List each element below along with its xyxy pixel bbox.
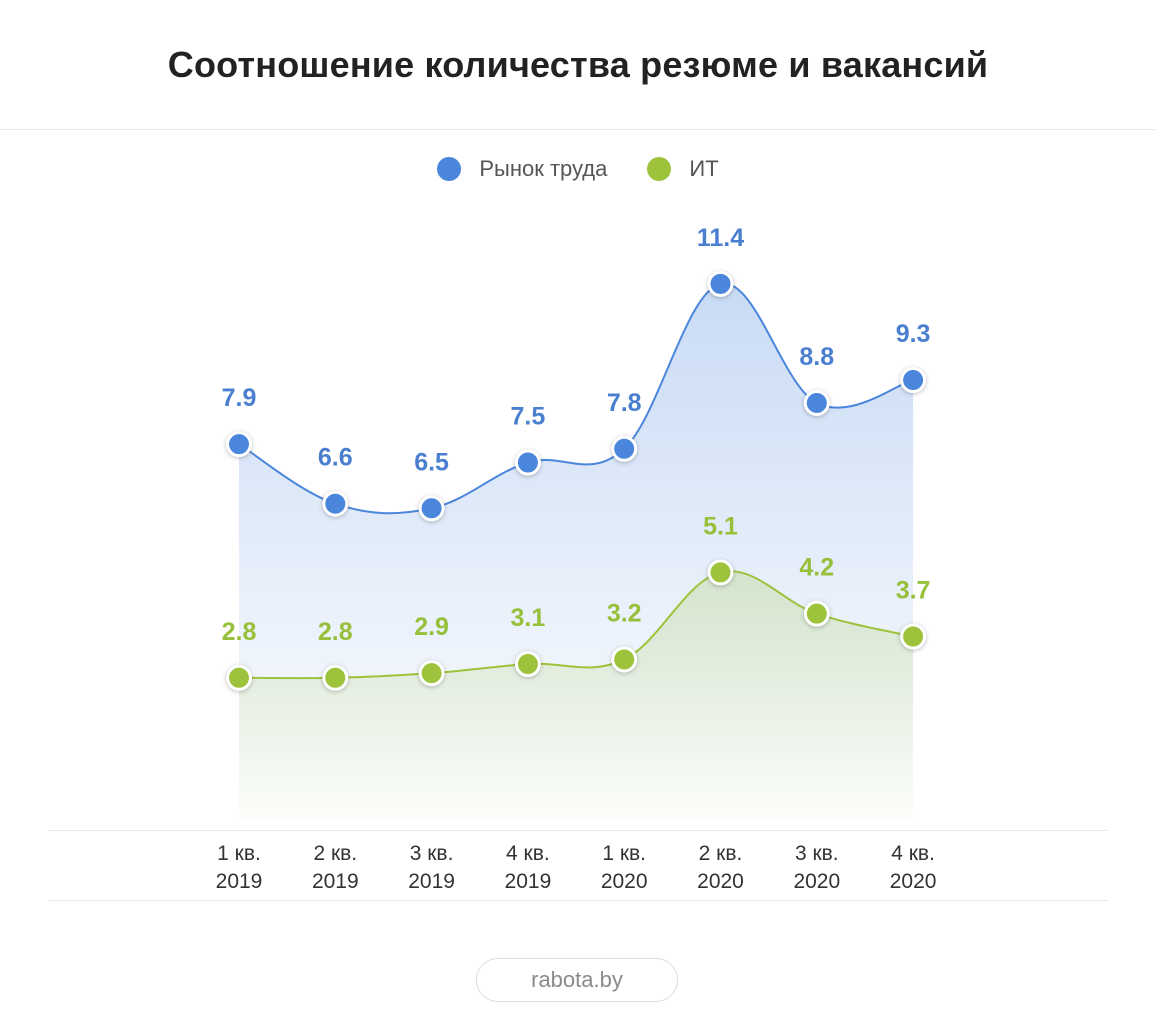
legend: Рынок труда ИТ <box>0 156 1156 182</box>
x-tick-year: 2020 <box>697 870 744 893</box>
data-label-it-6: 5.1 <box>703 512 738 540</box>
data-label-it-3: 2.9 <box>414 613 449 641</box>
point-it-2[interactable] <box>322 664 349 691</box>
x-tick-year: 2019 <box>311 870 359 893</box>
point-labor-market-4[interactable] <box>514 449 541 476</box>
x-tick-label-3: 3 кв. 2019 <box>387 840 477 896</box>
point-labor-market-5[interactable] <box>611 435 638 462</box>
source-badge[interactable]: rabota.by <box>476 958 678 1002</box>
data-label-it-5: 3.2 <box>607 599 642 627</box>
legend-label-labor-market: Рынок труда <box>479 156 608 181</box>
data-label-it-8: 3.7 <box>896 577 931 605</box>
data-label-labor-market-5: 7.8 <box>607 389 642 417</box>
data-label-labor-market-3: 6.5 <box>414 448 449 476</box>
data-label-it-4: 3.1 <box>511 604 546 632</box>
title-divider <box>0 129 1156 130</box>
line-it <box>238 570 914 680</box>
x-tick-quarter: 1 кв. <box>217 842 261 865</box>
point-it-4[interactable] <box>514 651 541 678</box>
x-tick-year: 2020 <box>600 870 648 893</box>
x-tick-label-4: 4 кв. 2019 <box>483 840 573 896</box>
point-labor-market-6[interactable] <box>707 270 734 297</box>
x-axis-labels: 1 кв. 2019 2 кв. 2019 3 кв. 2019 4 кв. 2019 1 кв… <box>0 840 1156 896</box>
data-label-it-1: 2.8 <box>222 618 257 646</box>
point-labor-market-7[interactable] <box>803 389 830 416</box>
x-tick-year: 2019 <box>215 870 263 893</box>
point-it-5[interactable] <box>611 646 638 673</box>
x-tick-label-8: 4 кв. 2020 <box>868 840 958 896</box>
line-labor-market <box>238 282 914 515</box>
x-tick-quarter: 2 кв. <box>698 842 743 865</box>
x-tick-year: 2020 <box>793 870 841 893</box>
legend-label-it: ИТ <box>689 156 719 181</box>
point-labor-market-3[interactable] <box>418 495 445 522</box>
point-labor-market-8[interactable] <box>900 367 927 394</box>
point-labor-market-1[interactable] <box>226 431 252 458</box>
legend-item-labor-market[interactable]: Рынок труда <box>437 156 607 182</box>
data-label-labor-market-1: 7.9 <box>222 384 257 412</box>
x-tick-quarter: 3 кв. <box>794 842 839 865</box>
data-label-labor-market-7: 8.8 <box>799 343 834 371</box>
point-it-6[interactable] <box>707 559 734 586</box>
x-tick-year: 2019 <box>504 870 552 893</box>
legend-marker-it <box>647 157 672 181</box>
x-tick-quarter: 3 кв. <box>409 842 454 865</box>
x-tick-label-7: 3 кв. 2020 <box>772 840 862 896</box>
point-it-1[interactable] <box>226 664 252 691</box>
x-tick-label-6: 2 кв. 2020 <box>676 840 766 896</box>
point-it-7[interactable] <box>803 600 830 627</box>
x-axis-top-line <box>48 830 1108 831</box>
x-axis-bottom-line <box>48 900 1108 901</box>
point-it-3[interactable] <box>418 660 445 687</box>
data-label-labor-market-2: 6.6 <box>318 444 353 472</box>
x-tick-quarter: 2 кв. <box>313 842 358 865</box>
point-it-8[interactable] <box>900 623 927 650</box>
x-tick-label-2: 2 кв. 2019 <box>290 840 380 896</box>
point-labor-market-2[interactable] <box>322 490 349 517</box>
legend-marker-labor-market <box>437 157 462 181</box>
data-label-labor-market-8: 9.3 <box>896 320 931 348</box>
x-tick-label-1: 1 кв. 2019 <box>194 840 284 896</box>
chart-title: Соотношение количества резюме и вакансий <box>167 44 989 85</box>
x-tick-label-5: 1 кв. 2020 <box>579 840 669 896</box>
x-tick-quarter: 4 кв. <box>506 842 550 865</box>
data-label-labor-market-6: 11.4 <box>697 224 744 252</box>
x-tick-year: 2020 <box>889 870 937 893</box>
data-label-labor-market-4: 7.5 <box>511 403 546 431</box>
legend-item-it[interactable]: ИТ <box>647 156 719 182</box>
area-it <box>239 571 914 820</box>
x-tick-quarter: 4 кв. <box>891 842 935 865</box>
x-tick-quarter: 1 кв. <box>602 842 647 865</box>
data-label-it-2: 2.8 <box>318 618 353 646</box>
data-label-it-7: 4.2 <box>799 554 834 582</box>
x-tick-year: 2019 <box>408 870 455 893</box>
